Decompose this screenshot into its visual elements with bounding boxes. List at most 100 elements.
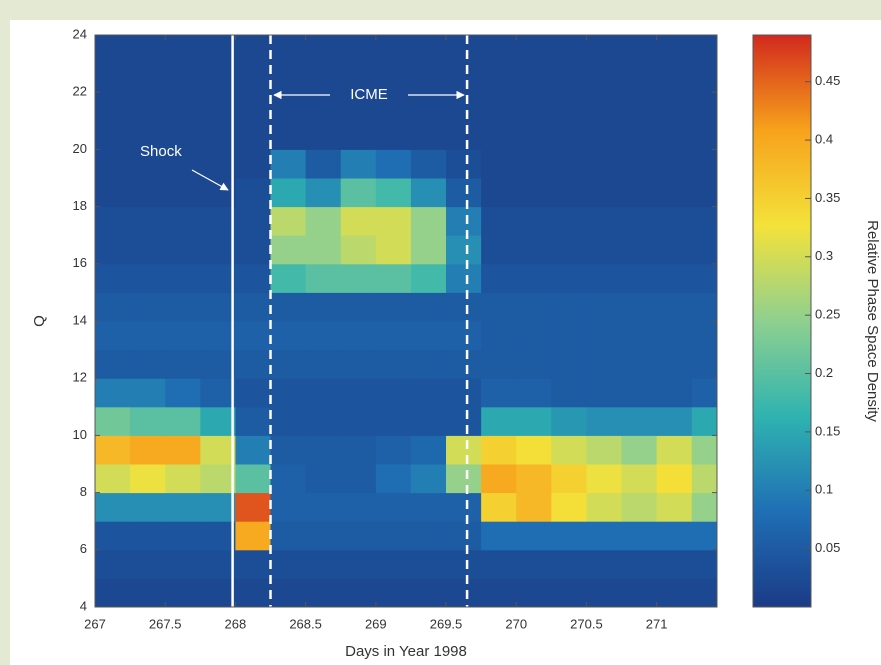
heatmap-cell xyxy=(375,435,412,465)
heatmap-cell xyxy=(551,292,587,322)
heatmap-cell xyxy=(305,35,342,65)
heatmap-cell xyxy=(235,321,272,351)
heatmap-cell xyxy=(165,549,201,579)
heatmap-cell xyxy=(516,406,552,436)
heatmap-cell xyxy=(446,578,482,607)
heatmap-cell xyxy=(340,464,377,494)
heatmap-cell xyxy=(481,206,517,236)
heatmap-cell xyxy=(235,435,272,465)
heatmap-cell xyxy=(165,464,201,494)
heatmap-cell xyxy=(656,321,693,351)
heatmap-cell xyxy=(481,549,517,579)
y-tick-label: 8 xyxy=(80,484,87,499)
heatmap-cell xyxy=(410,206,447,236)
heatmap-cell xyxy=(200,321,236,351)
heatmap-cell xyxy=(270,349,307,379)
heatmap-cell xyxy=(235,549,272,579)
heatmap-cell xyxy=(446,178,482,208)
heatmap-cell xyxy=(410,178,447,208)
heatmap-cell xyxy=(551,235,587,265)
heatmap-cell xyxy=(375,378,412,408)
heatmap-cell xyxy=(691,92,717,122)
heatmap-cell xyxy=(410,492,447,522)
heatmap-cell xyxy=(586,292,623,322)
y-axis-label: Q xyxy=(31,315,48,327)
heatmap-cell xyxy=(200,292,236,322)
heatmap-cell xyxy=(551,120,587,150)
heatmap-cell xyxy=(305,435,342,465)
y-tick-label: 14 xyxy=(73,312,87,327)
y-tick-label: 22 xyxy=(73,84,87,99)
heatmap-cell xyxy=(551,321,587,351)
heatmap-cell xyxy=(621,321,658,351)
heatmap-cell xyxy=(516,178,552,208)
y-tick-label: 24 xyxy=(73,26,87,41)
heatmap-cell xyxy=(410,406,447,436)
x-tick-label: 267 xyxy=(84,616,106,631)
heatmap-cell xyxy=(586,263,623,293)
heatmap-cell xyxy=(586,549,623,579)
heatmap-cell xyxy=(375,578,412,607)
heatmap-cell xyxy=(586,235,623,265)
heatmap-cell xyxy=(95,521,131,551)
heatmap-cell xyxy=(95,435,131,465)
heatmap-cell xyxy=(516,378,552,408)
heatmap-cell xyxy=(95,120,131,150)
heatmap-cell xyxy=(551,464,587,494)
heatmap-cell xyxy=(410,149,447,179)
heatmap-cell xyxy=(305,178,342,208)
heatmap-cell xyxy=(200,521,236,551)
heatmap-cell xyxy=(551,92,587,122)
colorbar xyxy=(752,34,812,608)
heatmap-cell xyxy=(516,120,552,150)
heatmap-cell xyxy=(375,120,412,150)
heatmap-cell xyxy=(340,521,377,551)
heatmap-cell xyxy=(691,406,717,436)
heatmap-cell xyxy=(656,35,693,65)
heatmap-cell xyxy=(621,235,658,265)
heatmap-cell xyxy=(621,178,658,208)
colorbar-tick-label: 0.45 xyxy=(815,73,840,88)
heatmap-cell xyxy=(691,149,717,179)
heatmap-cell xyxy=(235,521,272,551)
heatmap-cell xyxy=(375,35,412,65)
heatmap-cell xyxy=(130,235,166,265)
heatmap-cell xyxy=(516,206,552,236)
y-tick-label: 4 xyxy=(80,598,87,613)
heatmap-cell xyxy=(200,263,236,293)
heatmap-cell xyxy=(165,435,201,465)
heatmap-cell xyxy=(340,378,377,408)
heatmap-cell xyxy=(270,321,307,351)
heatmap-cell xyxy=(656,406,693,436)
heatmap-cell xyxy=(235,492,272,522)
heatmap-cell xyxy=(551,435,587,465)
heatmap-cell xyxy=(691,206,717,236)
heatmap-cell xyxy=(130,349,166,379)
heatmap-cell xyxy=(551,63,587,93)
heatmap-cell xyxy=(375,349,412,379)
heatmap-cell xyxy=(446,521,482,551)
heatmap-cell xyxy=(130,549,166,579)
heatmap-cell xyxy=(656,263,693,293)
heatmap-cell xyxy=(410,549,447,579)
heatmap-cell xyxy=(340,35,377,65)
heatmap-cell xyxy=(95,378,131,408)
heatmap-cell xyxy=(586,149,623,179)
heatmap-cell xyxy=(691,292,717,322)
heatmap-cell xyxy=(270,549,307,579)
heatmap-cell xyxy=(270,292,307,322)
heatmap-cell xyxy=(130,378,166,408)
heatmap-cell xyxy=(270,149,307,179)
heatmap-cell xyxy=(621,378,658,408)
heatmap-cell xyxy=(235,464,272,494)
x-tick-label: 269.5 xyxy=(430,616,463,631)
heatmap-cell xyxy=(656,492,693,522)
heatmap-cell xyxy=(270,492,307,522)
heatmap-cell xyxy=(586,120,623,150)
heatmap-cell xyxy=(95,178,131,208)
heatmap-cell xyxy=(200,492,236,522)
heatmap-cell xyxy=(375,464,412,494)
colorbar-tick-label: 0.35 xyxy=(815,190,840,205)
heatmap-cell xyxy=(410,235,447,265)
